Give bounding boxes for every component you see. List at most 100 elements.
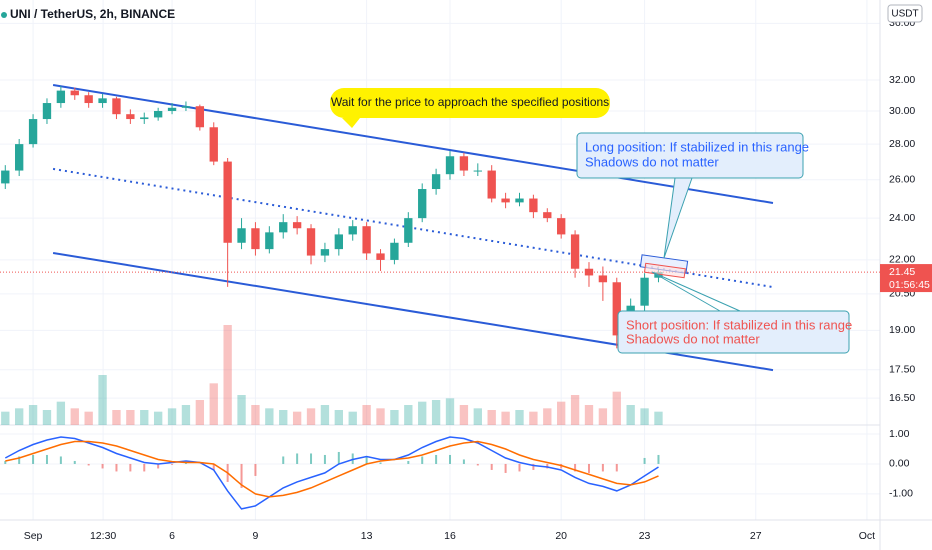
macd-histogram-bar bbox=[449, 454, 452, 464]
x-tick-label: 13 bbox=[361, 530, 373, 542]
macd-histogram-bar bbox=[32, 454, 35, 464]
macd-histogram-bar bbox=[143, 463, 146, 472]
volume-bar bbox=[209, 383, 218, 425]
x-tick-label: 20 bbox=[555, 530, 567, 542]
volume-bar bbox=[251, 405, 260, 425]
volume-bar bbox=[362, 405, 371, 425]
candle-body bbox=[487, 170, 496, 199]
volume-bar bbox=[640, 408, 649, 425]
x-tick-label: 9 bbox=[253, 530, 259, 542]
macd-histogram-bar bbox=[351, 453, 354, 464]
volume-bar bbox=[112, 410, 121, 425]
macd-histogram-bar bbox=[323, 454, 326, 464]
long-text: Long position: If stabilized in this ran… bbox=[585, 139, 809, 154]
x-tick-label: 12:30 bbox=[90, 530, 116, 542]
candle-body bbox=[15, 144, 24, 171]
candle-body bbox=[126, 114, 135, 120]
callout-pointer bbox=[342, 118, 360, 128]
macd-histogram-bar bbox=[476, 463, 479, 466]
candle-body bbox=[418, 189, 427, 219]
macd-histogram-bar bbox=[407, 460, 410, 464]
volume-bar bbox=[181, 405, 191, 425]
short-text: Short position: If stabilized in this ra… bbox=[626, 317, 852, 332]
candle-body bbox=[404, 218, 413, 243]
volume-bar bbox=[431, 400, 441, 425]
macd-histogram-bar bbox=[490, 463, 493, 470]
candle-body bbox=[167, 107, 177, 111]
candle-body bbox=[153, 110, 163, 118]
y-tick-label: 30.00 bbox=[889, 105, 915, 117]
candle-body bbox=[431, 174, 441, 190]
currency-button[interactable] bbox=[887, 4, 923, 23]
volume-bar bbox=[1, 411, 10, 425]
candle-body bbox=[515, 198, 524, 203]
candle-body bbox=[28, 119, 38, 145]
volume-bar bbox=[626, 405, 635, 425]
macd-histogram-bar bbox=[643, 457, 646, 464]
volume-bar bbox=[167, 408, 177, 425]
volume-bar bbox=[487, 410, 496, 425]
candle-body bbox=[390, 242, 399, 260]
y-tick-label: 28.00 bbox=[889, 138, 915, 150]
macd-histogram-bar bbox=[129, 463, 132, 472]
volume-bar bbox=[292, 411, 302, 425]
candle-body bbox=[640, 277, 649, 306]
candle-body bbox=[501, 198, 510, 203]
macd-histogram-bar bbox=[73, 460, 76, 464]
last-price-tag bbox=[880, 264, 932, 293]
candle-body bbox=[320, 249, 330, 256]
candle-body bbox=[334, 234, 343, 250]
candle-body bbox=[292, 222, 302, 229]
candle-body bbox=[98, 98, 107, 104]
volume-bar bbox=[529, 411, 538, 425]
volume-bar bbox=[543, 408, 552, 425]
volume-bar bbox=[98, 375, 107, 425]
x-tick-label: Sep bbox=[24, 530, 43, 542]
macd-histogram-bar bbox=[337, 451, 340, 464]
countdown: 01:56:45 bbox=[889, 279, 930, 291]
marks bbox=[0, 83, 880, 510]
macd-histogram-bar bbox=[171, 463, 174, 465]
panes bbox=[0, 0, 880, 520]
x-tick-label: 27 bbox=[750, 530, 762, 542]
volume-bar bbox=[140, 410, 149, 425]
volume-bar bbox=[195, 400, 205, 425]
x-tick-label: 23 bbox=[639, 530, 651, 542]
volume-bar bbox=[320, 405, 330, 425]
candle-body bbox=[473, 170, 482, 172]
candle-body bbox=[362, 226, 371, 254]
candle-body bbox=[306, 228, 316, 256]
candle-body bbox=[112, 98, 121, 115]
x-tick-label: 6 bbox=[169, 530, 175, 542]
macd-histogram-bar bbox=[296, 453, 299, 464]
macd-histogram-bar bbox=[462, 459, 465, 464]
candle-body bbox=[445, 156, 455, 175]
candle-body bbox=[459, 156, 469, 171]
volume-bar bbox=[42, 410, 52, 425]
status-dot bbox=[1, 12, 7, 18]
macd-histogram-bar bbox=[254, 463, 257, 476]
currency[interactable]: USDT bbox=[891, 9, 918, 20]
macd-histogram-bar bbox=[518, 463, 521, 472]
y-tick-label: 16.50 bbox=[889, 392, 915, 404]
wait-text: Wait for the price to approach the speci… bbox=[331, 95, 609, 109]
macd-histogram-bar bbox=[115, 463, 118, 472]
y-tick-label: 22.00 bbox=[889, 254, 915, 266]
volume-bar bbox=[445, 398, 455, 425]
macd-histogram-bar bbox=[615, 463, 618, 472]
macd-histogram-bar bbox=[435, 454, 438, 464]
candle-body bbox=[56, 90, 66, 104]
macd-histogram-bar bbox=[504, 463, 507, 473]
short-callout bbox=[617, 310, 850, 354]
wait-callout bbox=[330, 88, 610, 118]
macd-histogram-bar bbox=[157, 463, 160, 469]
macd-histogram-bar bbox=[101, 463, 104, 469]
volume-bar bbox=[570, 395, 580, 425]
volume-bar bbox=[515, 410, 524, 425]
volume-bar bbox=[376, 408, 385, 425]
macd-histogram-bar bbox=[212, 463, 215, 470]
volume-bar bbox=[557, 401, 566, 425]
macd-histogram-bar bbox=[601, 463, 604, 472]
